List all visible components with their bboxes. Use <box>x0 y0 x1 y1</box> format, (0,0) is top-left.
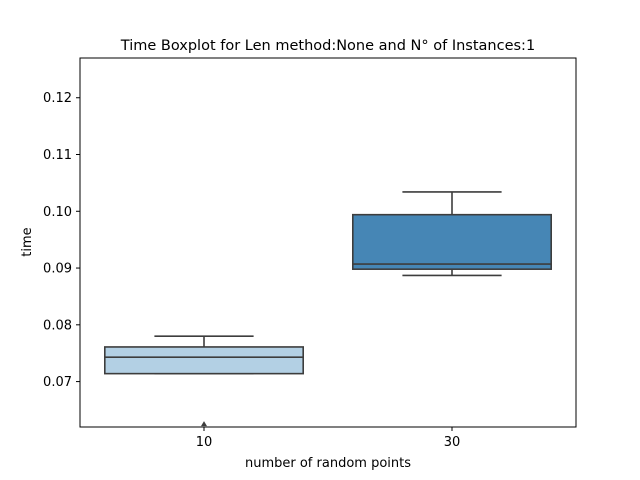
y-tick-label: 0.11 <box>43 148 72 163</box>
y-tick-label: 0.08 <box>43 318 72 333</box>
box-30 <box>351 213 552 270</box>
y-axis-label: time <box>20 227 35 256</box>
y-axis: 0.07 0.08 0.09 0.10 0.11 0.12 <box>43 91 80 390</box>
y-tick-label: 0.12 <box>43 91 72 106</box>
x-axis: 10 30 <box>196 427 461 450</box>
axes-frame <box>79 57 577 428</box>
x-tick-label: 30 <box>444 435 461 450</box>
plot-area <box>104 191 552 427</box>
y-tick-label: 0.09 <box>43 262 72 277</box>
x-axis-label: number of random points <box>245 456 411 471</box>
box-10 <box>104 346 304 375</box>
outlier-point <box>201 421 207 427</box>
y-tick-label: 0.07 <box>43 375 72 390</box>
y-tick-label: 0.10 <box>43 205 72 220</box>
chart-title: Time Boxplot for Len method:None and N° … <box>120 38 535 54</box>
x-tick-label: 10 <box>196 435 213 450</box>
